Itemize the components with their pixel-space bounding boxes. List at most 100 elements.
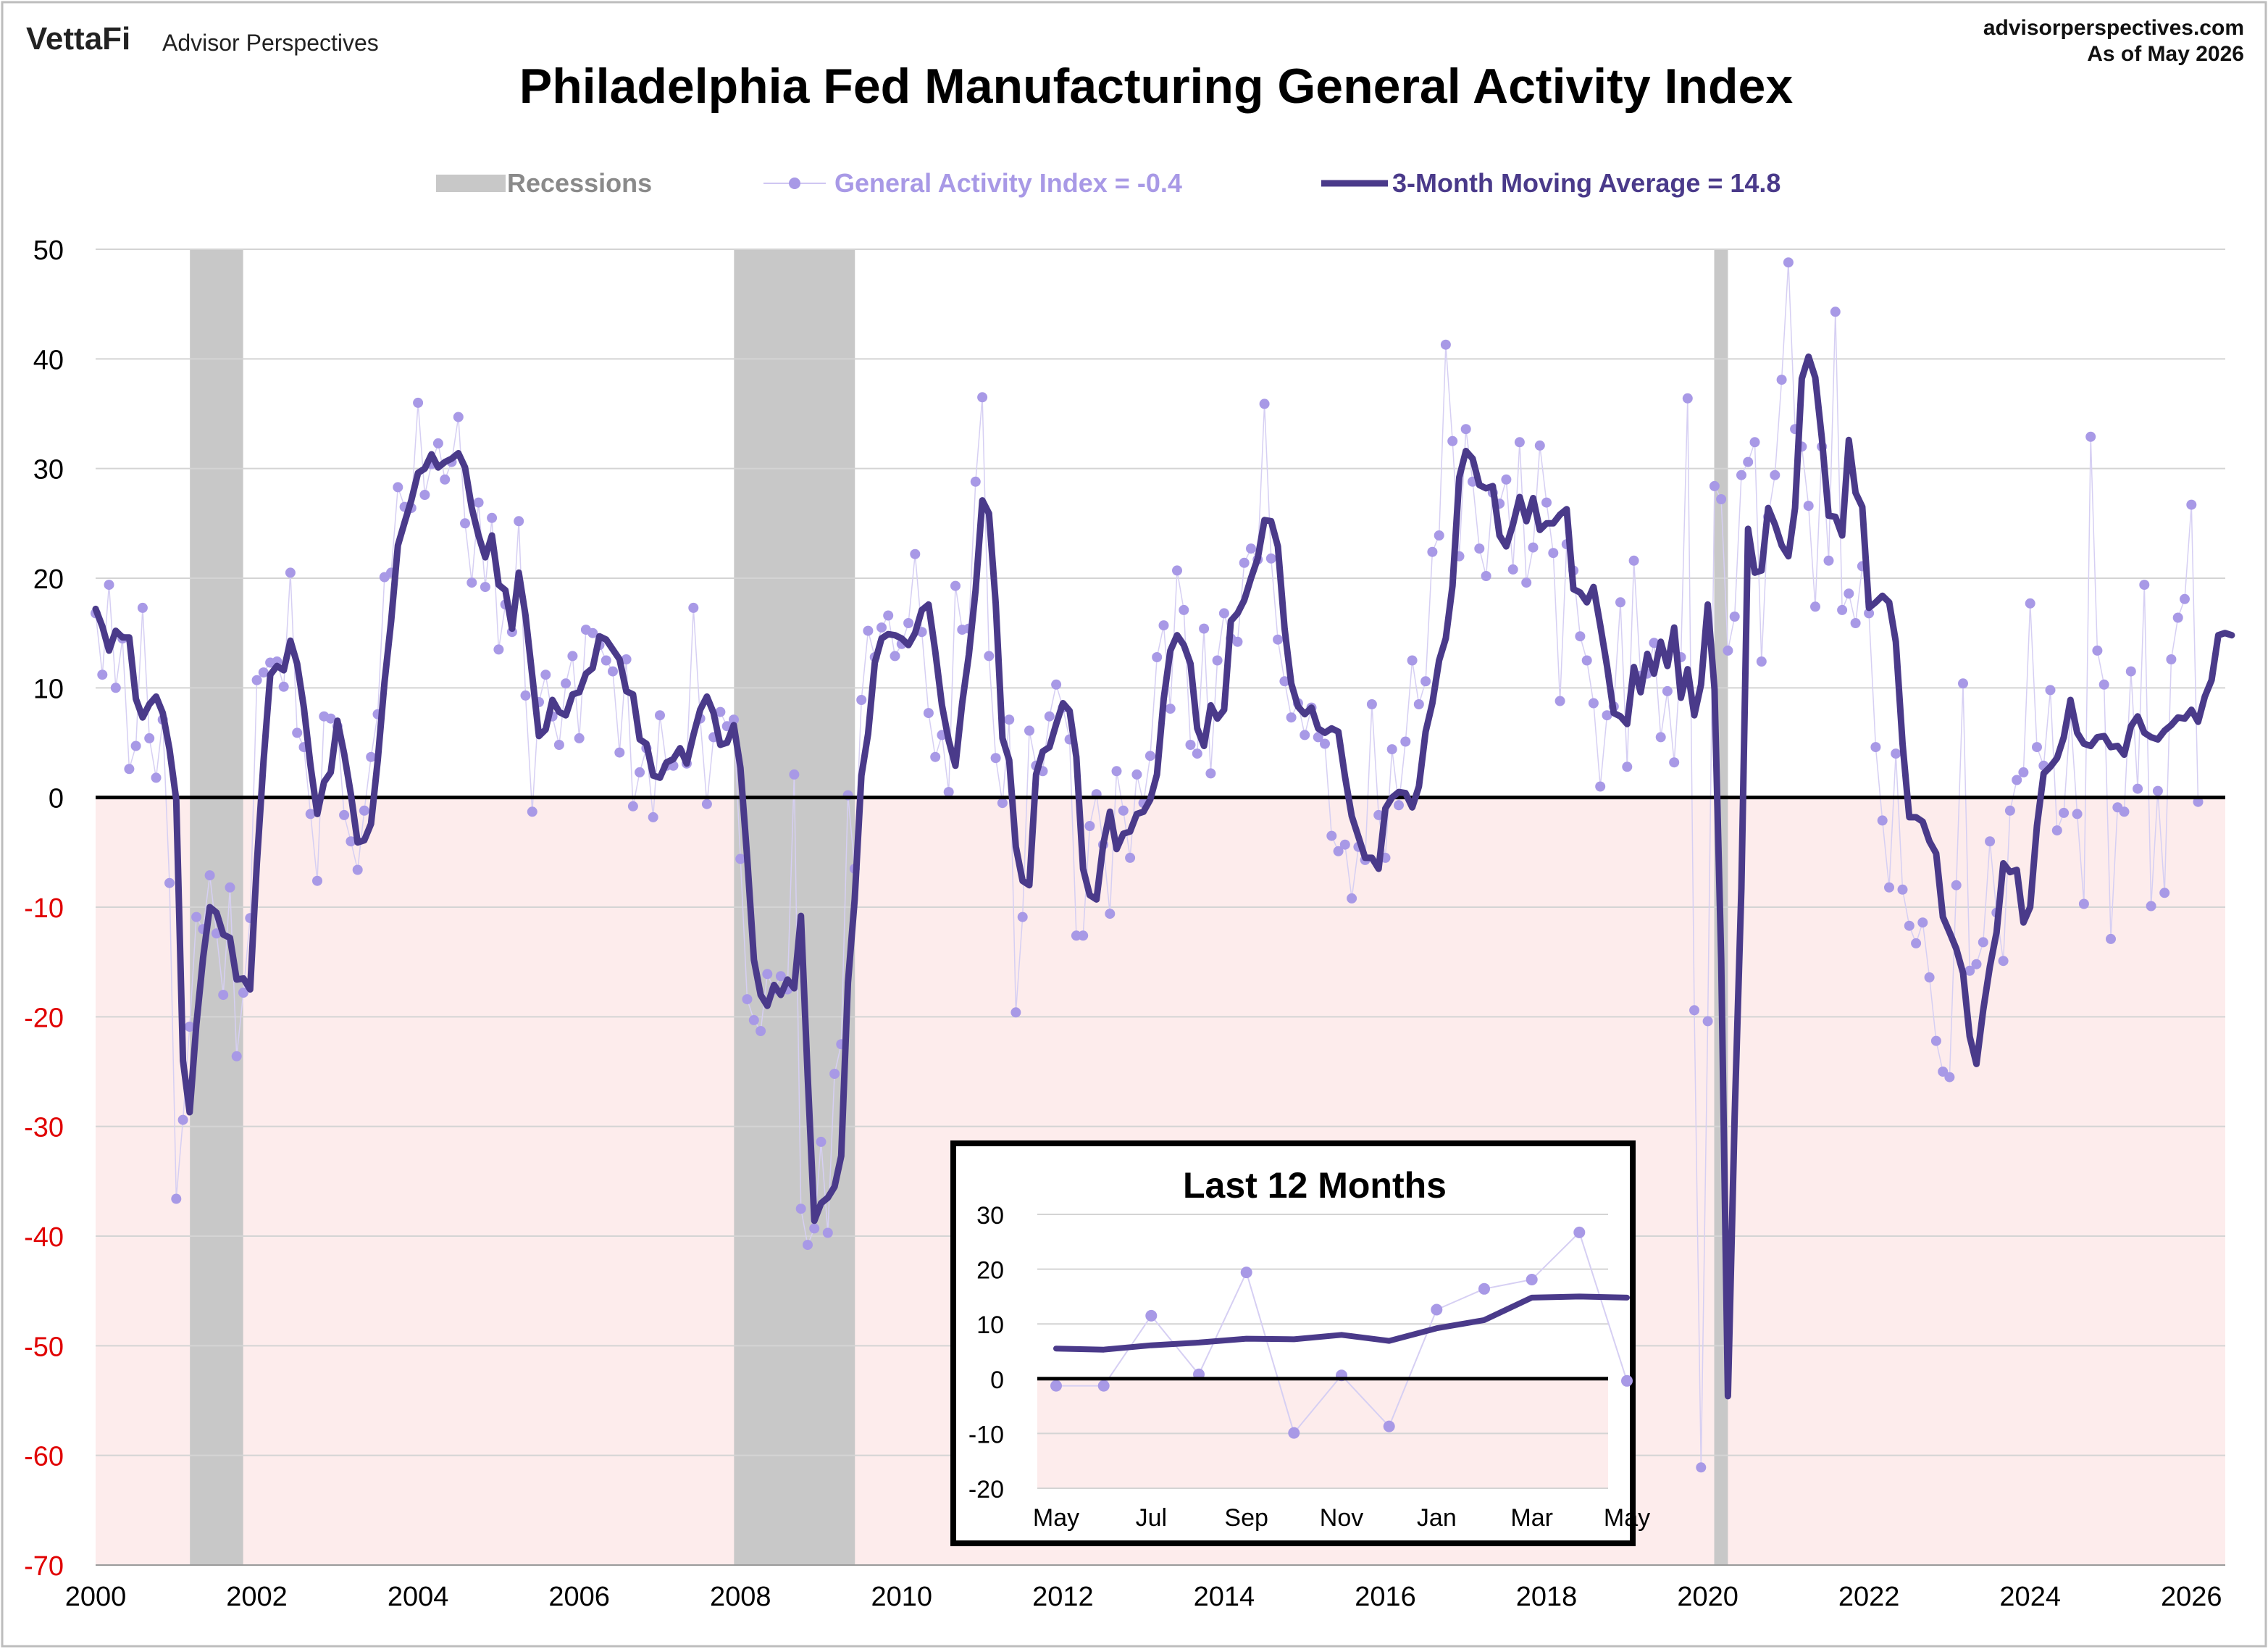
data-point-index (789, 769, 800, 780)
data-point-index (1770, 470, 1780, 480)
data-point-index (2092, 645, 2103, 656)
data-point-index (1884, 882, 1894, 893)
data-point-index (1259, 399, 1270, 409)
data-point-index (1273, 634, 1284, 645)
data-point-index (1152, 652, 1163, 662)
data-point-index (1776, 375, 1787, 385)
data-point-index (2032, 742, 2042, 753)
data-point-index (97, 669, 108, 680)
data-point-index (1554, 696, 1565, 706)
chart-title: Philadelphia Fed Manufacturing General A… (519, 59, 1793, 114)
data-point-index (2004, 805, 2015, 816)
legend: Recessions General Activity Index = -0.4… (436, 168, 1780, 198)
data-point-index (473, 497, 484, 508)
data-point-index (2119, 806, 2130, 817)
data-point-index (1736, 470, 1746, 480)
y-tick-label: 10 (33, 674, 64, 704)
data-point-index (1622, 762, 1633, 772)
data-point-index (950, 580, 961, 591)
data-point-index (1830, 306, 1841, 317)
data-point-index (1904, 920, 1915, 931)
data-point-index (903, 618, 914, 628)
y-tick-label: -70 (24, 1551, 64, 1582)
data-point-index (1709, 480, 1720, 491)
data-point-index (1158, 620, 1169, 631)
data-point-index (984, 651, 995, 662)
inset-y-tick-label: 10 (976, 1311, 1004, 1339)
y-tick-label: -50 (24, 1332, 64, 1362)
data-point-index (756, 1026, 766, 1036)
data-point-index (977, 392, 988, 403)
data-point-index (729, 714, 739, 725)
data-point-index (715, 706, 726, 717)
y-tick-label: 30 (33, 455, 64, 485)
inset-chart: Last 12 Months 30 20 10 0 -10 -20 May Jul Sep Nov… (950, 1140, 1650, 1546)
data-point-index (2152, 785, 2163, 796)
data-point-index (1078, 930, 1089, 941)
data-point-index (910, 548, 921, 559)
data-point-index (359, 805, 369, 816)
x-tick-label: 2018 (1516, 1582, 1578, 1612)
data-point-index (292, 727, 303, 738)
y-tick-label: -40 (24, 1222, 64, 1253)
data-point-index (2139, 580, 2150, 591)
data-point-index (110, 683, 121, 693)
data-point-index (856, 695, 867, 705)
data-point-index (1743, 456, 1754, 467)
legend-recessions-label: Recessions (507, 168, 652, 198)
data-point-index (1662, 685, 1673, 696)
data-point-index (1232, 636, 1243, 647)
data-point-index (540, 669, 551, 680)
data-point-index (1655, 732, 1666, 743)
data-point-index (2012, 775, 2022, 785)
data-point-index (890, 651, 900, 662)
inset-y-tick-label: 20 (976, 1257, 1004, 1285)
data-point-index (1783, 257, 1794, 268)
data-point-index (258, 667, 269, 678)
data-point-index (1427, 546, 1438, 557)
inset-x-tick-label: Nov (1320, 1504, 1363, 1532)
data-point-index (1944, 1072, 1955, 1082)
data-point-index (1165, 704, 1176, 714)
data-point-index (2146, 901, 2156, 911)
data-point-index (688, 602, 699, 613)
data-point-index (1669, 757, 1680, 768)
data-point-index (1548, 548, 1559, 559)
data-point-index (1958, 678, 1968, 689)
data-point-index (1481, 571, 1491, 581)
data-point-index (2172, 612, 2183, 623)
data-point-index (1440, 339, 1451, 350)
data-point-index (1924, 972, 1935, 983)
data-point-index (1279, 676, 1290, 687)
data-point-index (1004, 714, 1015, 725)
data-point-index (2051, 825, 2062, 836)
inset-y-tick-label: 30 (976, 1202, 1004, 1230)
data-point-index (393, 482, 403, 493)
data-point-index (1575, 631, 1586, 642)
data-point-index (943, 787, 954, 798)
x-tick-label: 2012 (1032, 1582, 1094, 1612)
data-point-index (1514, 437, 1525, 448)
data-point-index (177, 1114, 188, 1125)
data-point-index (1938, 1067, 1949, 1077)
inset-title: Last 12 Months (1183, 1165, 1447, 1206)
data-point-index (1891, 748, 1901, 759)
x-tick-label: 2006 (548, 1582, 610, 1612)
data-point-index (2180, 593, 2190, 604)
data-point-index (803, 1240, 813, 1251)
data-point-index (2166, 654, 2177, 664)
data-point-index (1386, 744, 1397, 755)
data-point-index (1911, 938, 1922, 948)
data-point-index (419, 490, 430, 500)
x-tick-label: 2000 (65, 1582, 127, 1612)
data-point-index (1185, 740, 1196, 750)
data-point-index (1702, 1016, 1713, 1027)
inset-data-point-index (1526, 1274, 1538, 1285)
data-point-index (1682, 393, 1693, 404)
data-point-index (1541, 497, 1552, 508)
data-point-index (1615, 597, 1625, 608)
data-point-index (1930, 1035, 1941, 1046)
data-point-index (1024, 725, 1034, 736)
y-tick-label: -10 (24, 893, 64, 924)
data-point-index (1218, 608, 1229, 619)
